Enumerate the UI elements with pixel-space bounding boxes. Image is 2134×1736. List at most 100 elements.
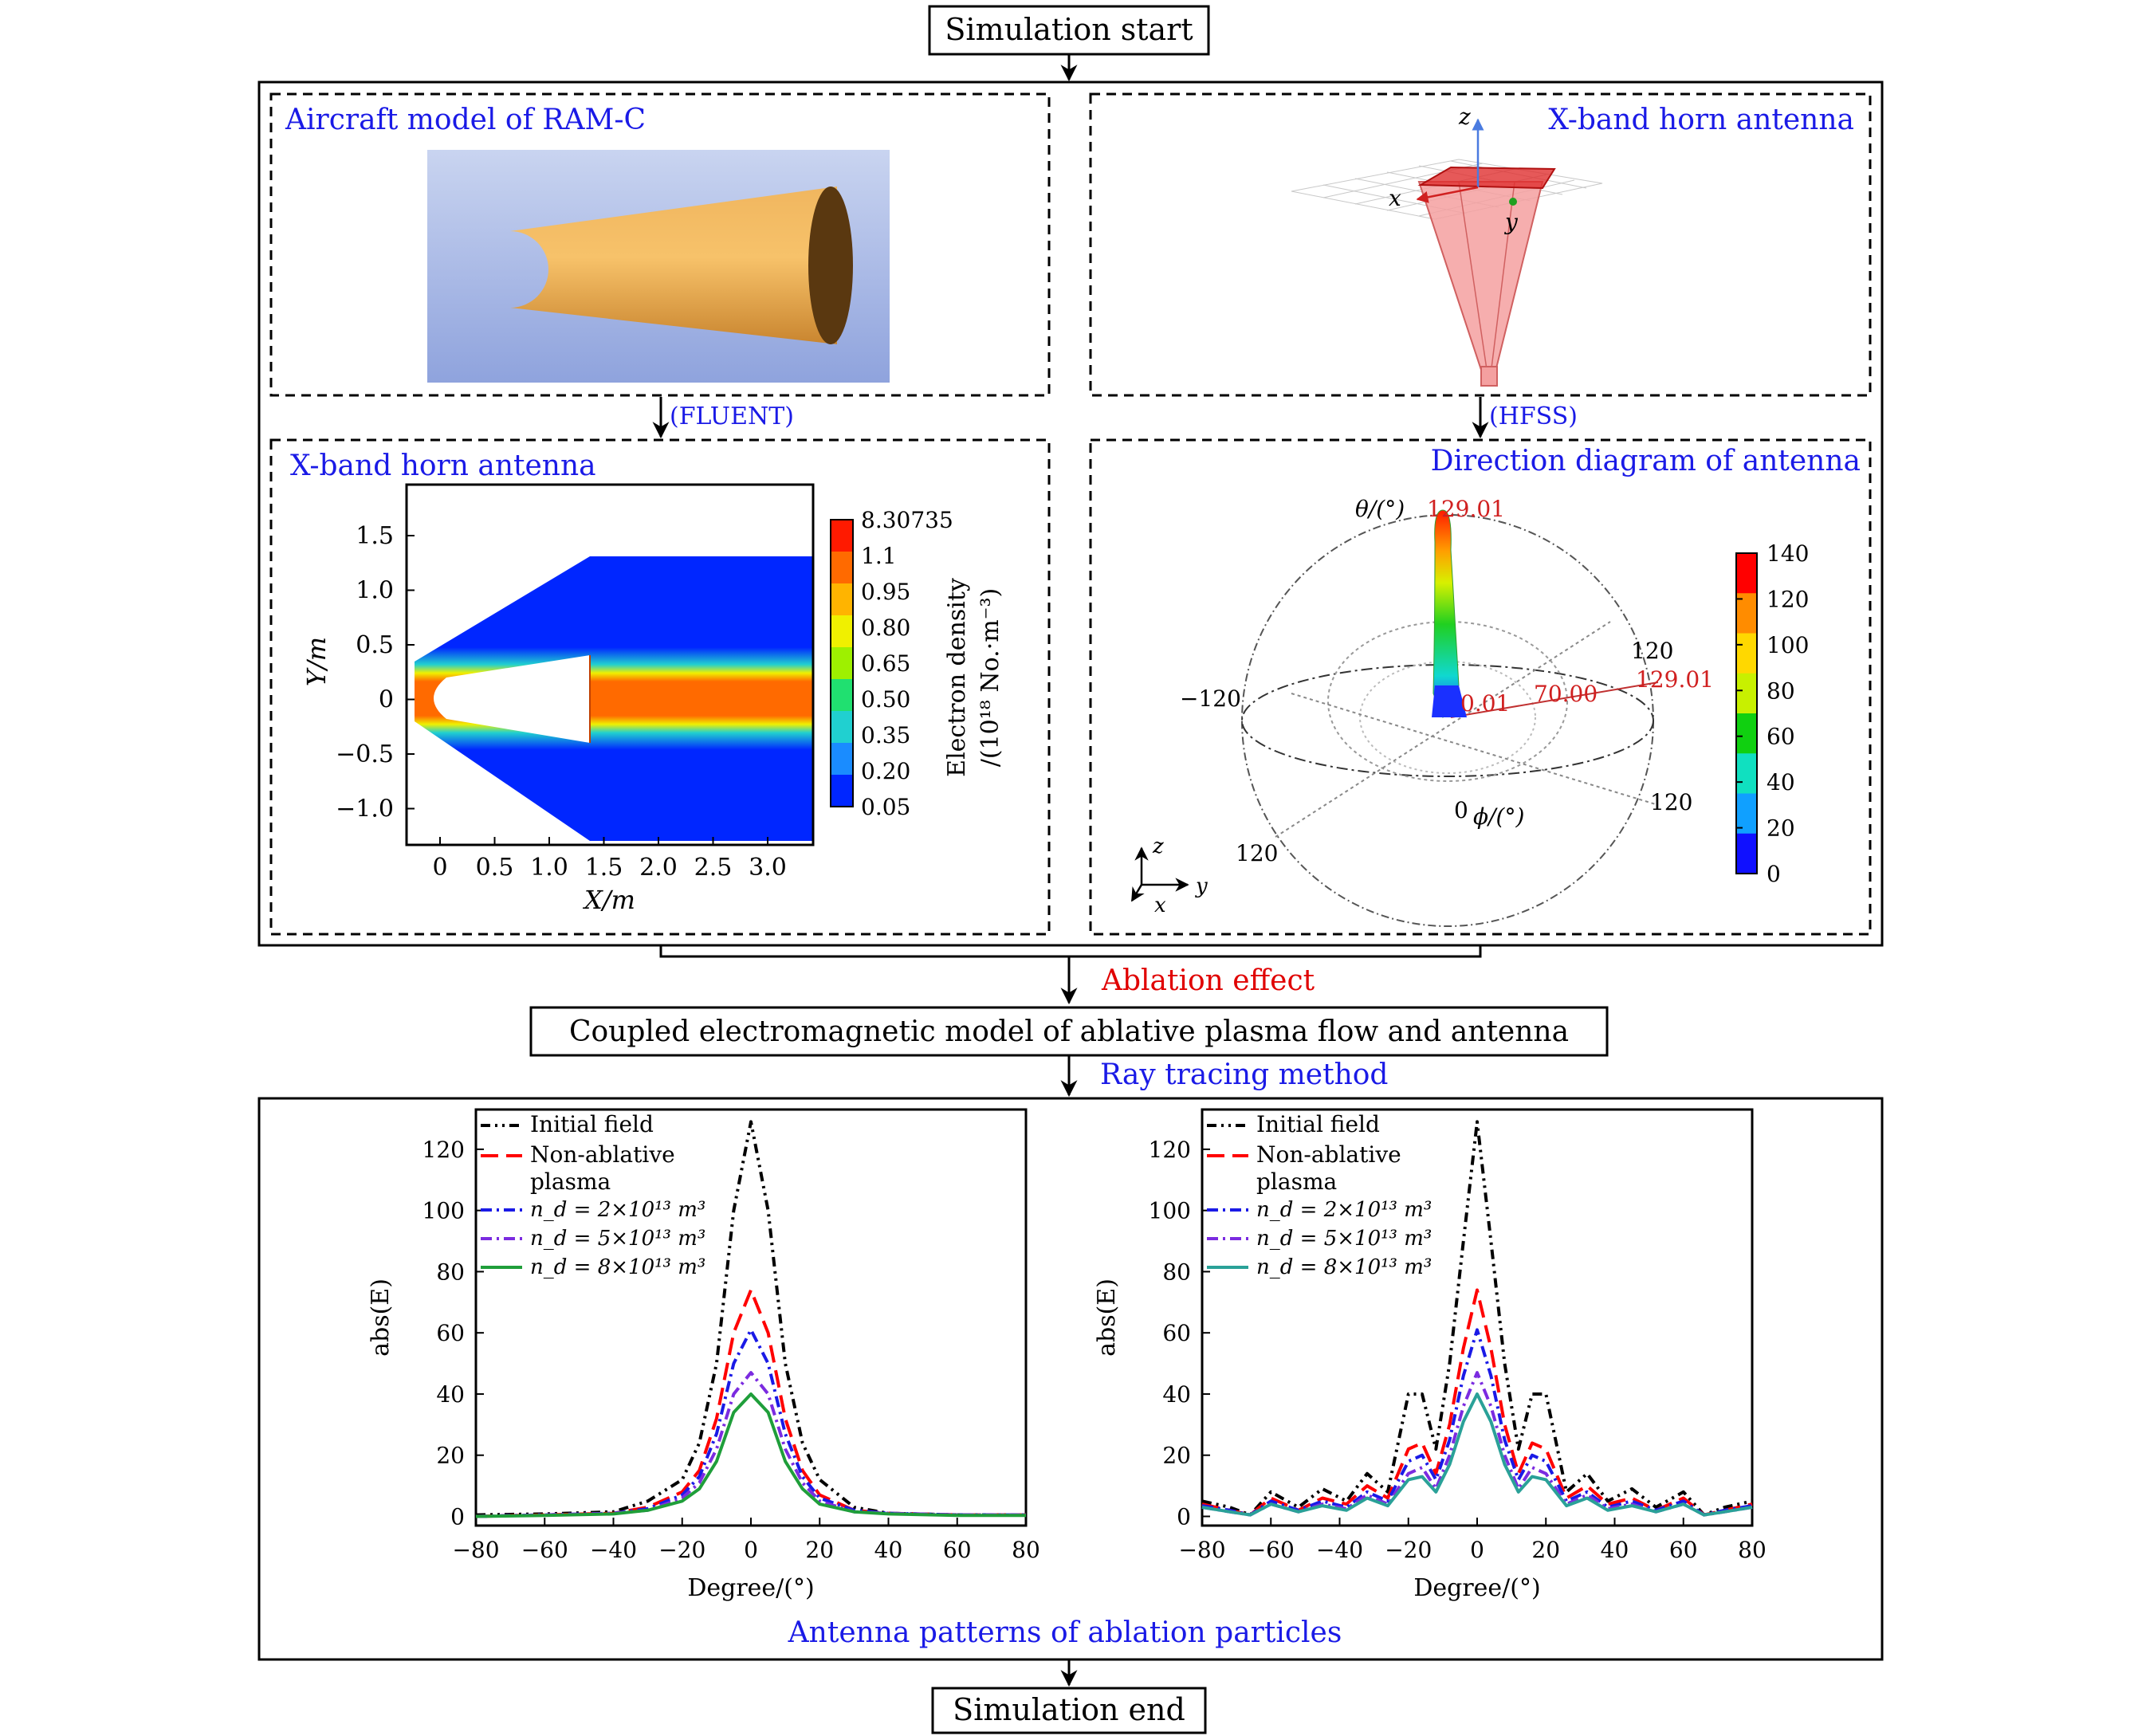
xtick-label: 0 bbox=[1470, 1537, 1484, 1563]
flow-colorbar: 8.30735 1.1 0.95 0.80 0.65 0.50 0.35 0.20 0.05 bbox=[830, 507, 953, 820]
direction-colorbar-label: 140 bbox=[1767, 540, 1809, 567]
left-120-label: −120 bbox=[1180, 685, 1241, 712]
ytick-label: 120 bbox=[1149, 1137, 1191, 1163]
triad-z: z bbox=[1152, 835, 1164, 858]
series-line bbox=[475, 1371, 1026, 1518]
xtick-label: −60 bbox=[521, 1537, 568, 1563]
aircraft-panel: Aircraft model of RAM-C bbox=[269, 92, 1051, 397]
radiation-lobe bbox=[1432, 509, 1460, 719]
legend-label: Initial field bbox=[530, 1111, 654, 1137]
chart-ylabel: abs(E) bbox=[1093, 1278, 1121, 1357]
patterns-group-box bbox=[257, 1097, 1884, 1661]
legend-label: Non-ablative bbox=[530, 1141, 675, 1168]
xtick-label: 60 bbox=[943, 1537, 972, 1563]
ytick-label: 60 bbox=[436, 1320, 465, 1346]
flow-xtick-label: 2.0 bbox=[639, 854, 678, 882]
flow-colorbar-label: 0.50 bbox=[861, 686, 910, 713]
flow-colorbar-swatch bbox=[831, 711, 853, 744]
direction-colorbar-label: 40 bbox=[1767, 769, 1795, 795]
xtick-label: −80 bbox=[452, 1537, 499, 1563]
patterns-title: Antenna patterns of ablation particles bbox=[788, 1616, 1342, 1649]
legend-label: plasma bbox=[1256, 1168, 1337, 1195]
flow-colorbar-swatch bbox=[831, 743, 853, 776]
flow-ytick-label: 1.5 bbox=[356, 522, 394, 550]
horn-axis-y: y bbox=[1503, 209, 1519, 235]
direction-colorbar-label: 80 bbox=[1767, 678, 1795, 704]
direction-title: Direction diagram of antenna bbox=[1431, 445, 1861, 477]
direction-colorbar: 140 120 100 80 60 40 20 0 bbox=[1735, 540, 1809, 887]
horn-title: X-band horn antenna bbox=[1548, 104, 1854, 136]
plot-frame bbox=[474, 1108, 1028, 1527]
legend-label: n_d = 5×10¹³ m³ bbox=[530, 1227, 705, 1251]
chart-xlabel: Degree/(°) bbox=[1413, 1574, 1540, 1602]
end-label: Simulation end bbox=[953, 1692, 1185, 1727]
flow-colorbar-label: 0.35 bbox=[861, 722, 910, 748]
series-line bbox=[475, 1120, 1026, 1517]
xtick-label: −20 bbox=[1385, 1537, 1432, 1563]
flow-colorbar-label: 8.30735 bbox=[861, 507, 953, 533]
flow-xticks: 0 0.5 1.0 1.5 2.0 2.5 3.0 bbox=[432, 837, 787, 882]
pattern-chart-left: −80 −60 −40 −20 0 20 40 60 80 0 20 40 60 80 100 120 Degr… bbox=[367, 1108, 1040, 1602]
legend-label: n_d = 8×10¹³ m³ bbox=[530, 1255, 705, 1279]
theta-label: θ/(°) bbox=[1355, 496, 1405, 522]
flow-yticks: 1.5 1.0 0.5 0 −0.5 −1.0 bbox=[336, 522, 415, 823]
right-129-label: 129.01 bbox=[1636, 666, 1714, 693]
flow-xtick-label: 0 bbox=[432, 854, 447, 882]
ram-c-cone bbox=[510, 187, 837, 344]
ytick-label: 40 bbox=[1162, 1381, 1191, 1408]
legend-label: n_d = 2×10¹³ m³ bbox=[530, 1198, 705, 1222]
flow-xtick-label: 3.0 bbox=[749, 854, 787, 882]
xtick-label: −40 bbox=[1316, 1537, 1363, 1563]
direction-colorbar-label: 0 bbox=[1767, 861, 1781, 887]
flow-colorbar-swatch bbox=[831, 647, 853, 680]
direction-colorbar-swatch bbox=[1736, 753, 1757, 794]
center-label: 0.01 bbox=[1460, 690, 1510, 717]
flow-colorbar-label: 0.95 bbox=[861, 579, 910, 605]
phi-label: ϕ/(°) bbox=[1473, 803, 1524, 830]
direction-panel: Direction diagram of antenna θ/(°) 129.0… bbox=[1089, 438, 1872, 936]
flow-ytick-label: −1.0 bbox=[336, 795, 394, 823]
direction-colorbar-label: 20 bbox=[1767, 815, 1795, 842]
flow-colorbar-label: 0.20 bbox=[861, 758, 910, 784]
horn-panel: X-band horn antenna z x y bbox=[1089, 92, 1872, 397]
flow-xtick-label: 2.5 bbox=[694, 854, 733, 882]
xtick-label: 40 bbox=[1601, 1537, 1629, 1563]
flow-colorbar-label: 0.65 bbox=[861, 650, 910, 677]
xtick-label: −60 bbox=[1248, 1537, 1295, 1563]
direction-colorbar-swatch bbox=[1736, 673, 1757, 714]
series-line bbox=[1201, 1328, 1753, 1517]
direction-colorbar-swatch bbox=[1736, 713, 1757, 754]
start-label: Simulation start bbox=[945, 12, 1193, 47]
ray-tracing-label: Ray tracing method bbox=[1100, 1058, 1388, 1091]
ytick-label: 100 bbox=[1149, 1198, 1191, 1224]
flow-colorbar-title-1: Electron density bbox=[943, 578, 971, 777]
flowfield-panel: X-band horn antenna X/m Y/m 0 0.5 1.0 1.5 2.… bbox=[269, 438, 1051, 936]
direction-colorbar-swatch bbox=[1736, 633, 1757, 674]
flow-colorbar-label: 0.05 bbox=[861, 794, 910, 820]
right-120-label: 120 bbox=[1631, 638, 1673, 664]
direction-colorbar-label: 120 bbox=[1767, 586, 1809, 612]
direction-colorbar-swatch bbox=[1736, 553, 1757, 594]
ytick-label: 40 bbox=[436, 1381, 465, 1408]
peak-label: 129.01 bbox=[1427, 496, 1505, 522]
flow-colorbar-swatch bbox=[831, 583, 853, 616]
coupled-model-node: Coupled electromagnetic model of ablativ… bbox=[529, 1006, 1609, 1057]
xtick-label: 60 bbox=[1669, 1537, 1698, 1563]
flow-colorbar-label: 0.80 bbox=[861, 615, 910, 641]
flow-colorbar-swatch bbox=[831, 615, 853, 648]
chart-ylabel: abs(E) bbox=[367, 1278, 395, 1357]
legend-label: n_d = 2×10¹³ m³ bbox=[1256, 1198, 1432, 1222]
low-right-120-label: 120 bbox=[1650, 789, 1692, 815]
phi-zero-label: 0 bbox=[1454, 797, 1468, 823]
ablation-effect-label: Ablation effect bbox=[1101, 964, 1315, 997]
flow-ytick-label: 1.0 bbox=[356, 577, 394, 605]
xtick-label: 20 bbox=[1531, 1537, 1560, 1563]
xtick-label: 20 bbox=[805, 1537, 834, 1563]
legend-label: Non-ablative bbox=[1256, 1141, 1401, 1168]
horn-axis-z: z bbox=[1458, 104, 1471, 130]
series-line bbox=[1201, 1288, 1753, 1517]
direction-colorbar-swatch bbox=[1736, 833, 1757, 874]
aircraft-title: Aircraft model of RAM-C bbox=[285, 104, 646, 136]
direction-colorbar-swatch bbox=[1736, 593, 1757, 634]
